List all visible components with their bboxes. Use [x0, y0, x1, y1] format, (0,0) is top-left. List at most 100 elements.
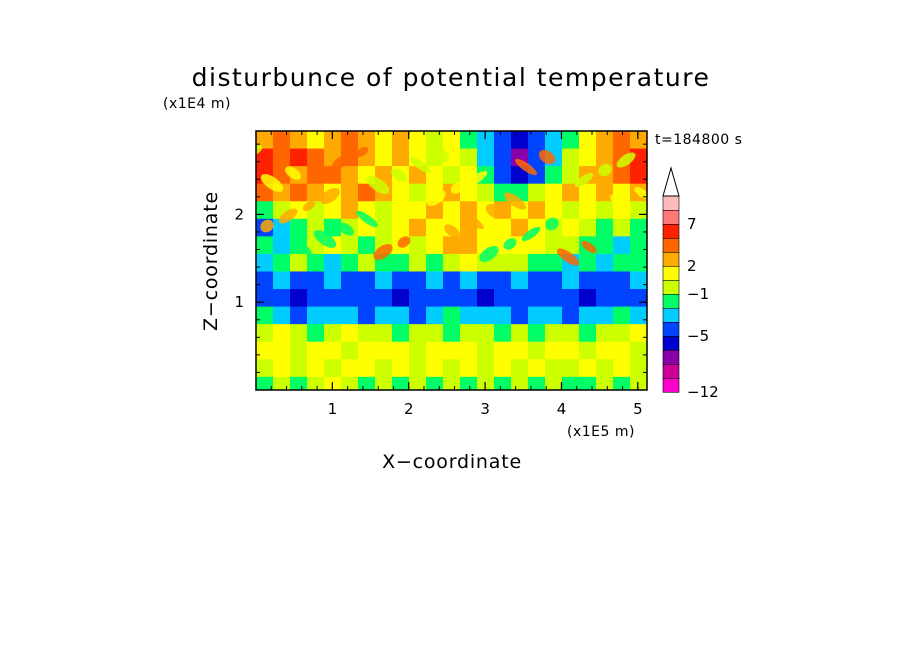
- wave-streak: [468, 170, 488, 186]
- wave-streak: [462, 212, 484, 230]
- field-cell: [307, 131, 325, 150]
- field-cell: [494, 289, 512, 308]
- y-axis: 12: [234, 143, 647, 373]
- field-cell: [477, 341, 495, 360]
- field-cell: [511, 341, 529, 360]
- field-cell: [409, 236, 427, 255]
- field-cell: [290, 359, 308, 378]
- field-cell: [443, 306, 461, 325]
- field-cell: [392, 341, 410, 360]
- wave-streak: [556, 248, 580, 266]
- field-cell: [256, 201, 274, 220]
- field-cell: [460, 359, 478, 378]
- field-cell: [443, 253, 461, 273]
- field-cell: [528, 201, 546, 220]
- field-cell: [273, 271, 291, 290]
- field-cell: [562, 218, 580, 237]
- field-cell: [324, 324, 342, 343]
- colorbar-overflow-arrow: [662, 166, 680, 197]
- field-cell: [392, 359, 410, 378]
- field-cell: [307, 148, 325, 167]
- field-cell: [358, 376, 376, 390]
- field-cell: [528, 183, 546, 202]
- field-cell: [358, 271, 376, 290]
- chart-title: disturbunce of potential temperature: [192, 63, 711, 92]
- field-cell: [273, 376, 291, 390]
- wave-streak: [366, 176, 390, 194]
- field-cell: [375, 359, 393, 378]
- field-cell: [358, 131, 376, 150]
- field-cell: [596, 236, 614, 255]
- wave-streak: [260, 174, 284, 192]
- x-tick-label: 3: [480, 400, 490, 418]
- wave-streak: [515, 158, 537, 176]
- colorbar-band: [662, 209, 680, 225]
- field-cell: [256, 376, 274, 390]
- wave-streak: [320, 188, 340, 204]
- field-cell: [579, 289, 597, 308]
- field-cell: [307, 253, 325, 273]
- field-cell: [545, 359, 563, 378]
- field-cell: [392, 183, 410, 202]
- field-cell: [409, 183, 427, 202]
- field-cell: [562, 201, 580, 220]
- field-cell: [511, 131, 529, 150]
- field-cell: [562, 148, 580, 167]
- field-cell: [392, 271, 410, 290]
- field-cell: [375, 131, 393, 150]
- field-cell: [511, 306, 529, 325]
- wave-streak: [503, 192, 527, 210]
- wave-streak: [521, 226, 541, 242]
- field-cell: [443, 166, 461, 185]
- field-cell: [613, 253, 631, 273]
- field-cell: [630, 253, 647, 273]
- field-cell: [256, 131, 274, 150]
- field-cell: [528, 341, 546, 360]
- field-cell: [375, 289, 393, 308]
- x-axis-title: X−coordinate: [382, 451, 522, 473]
- field-cell: [494, 376, 512, 390]
- field-cell: [307, 341, 325, 360]
- y-tick-label: 1: [234, 293, 244, 311]
- field-cell: [630, 218, 647, 237]
- y-unit-label: (x1E4 m): [163, 96, 231, 112]
- colorbar-label: −5: [687, 327, 709, 345]
- x-tick-label: 2: [404, 400, 414, 418]
- field-cell: [409, 376, 427, 390]
- field-cell: [613, 166, 631, 185]
- colorbar-label: −1: [687, 285, 709, 303]
- colorbar-band: [662, 279, 680, 295]
- field-cell: [460, 289, 478, 308]
- wave-streak: [302, 200, 316, 212]
- field-cell: [324, 201, 342, 220]
- field-cell: [562, 166, 580, 185]
- field-cell: [562, 306, 580, 325]
- wave-streak: [278, 208, 298, 224]
- field-cell: [545, 306, 563, 325]
- wave-streak: [616, 152, 636, 168]
- field-cell: [290, 306, 308, 325]
- wave-streak: [356, 210, 378, 228]
- field-cell: [511, 324, 529, 343]
- wave-streak: [338, 222, 354, 236]
- field-cell: [613, 271, 631, 290]
- field-cell: [358, 306, 376, 325]
- field-cell: [630, 376, 647, 390]
- field-cell: [409, 218, 427, 237]
- field-cell: [341, 359, 359, 378]
- field-cell: [613, 236, 631, 255]
- field-cell: [545, 271, 563, 290]
- colorbar-band: [662, 335, 680, 351]
- field-cell: [324, 131, 342, 150]
- colorbar-band: [662, 307, 680, 323]
- field-cell: [256, 324, 274, 343]
- field-cell: [341, 166, 359, 185]
- field-cell: [358, 324, 376, 343]
- plot-frame: [255, 130, 648, 391]
- field-cell: [256, 253, 274, 273]
- wave-streak: [426, 190, 446, 206]
- wave-streak: [285, 166, 301, 180]
- field-cell: [596, 148, 614, 167]
- field-cell: [596, 376, 614, 390]
- field-cell: [545, 324, 563, 343]
